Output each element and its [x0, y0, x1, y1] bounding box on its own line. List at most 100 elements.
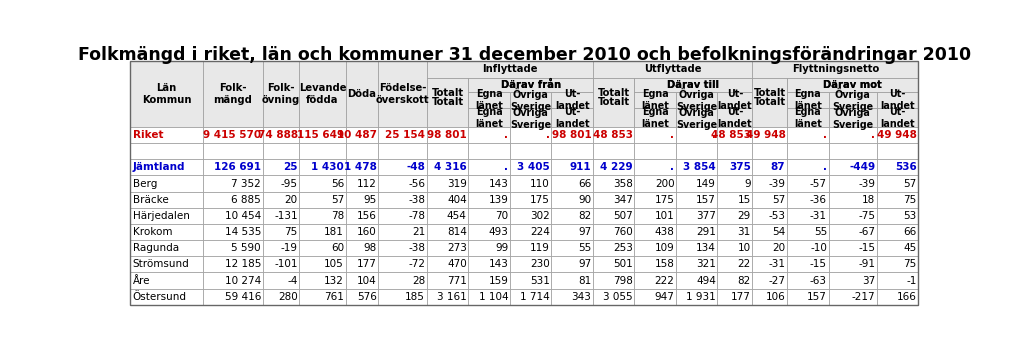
Text: 5 590: 5 590: [231, 243, 261, 253]
Bar: [427, 256, 469, 272]
Bar: [634, 208, 676, 224]
Text: 156: 156: [357, 211, 376, 221]
Bar: [300, 175, 346, 191]
Bar: [752, 224, 787, 240]
Text: 377: 377: [696, 211, 716, 221]
Bar: [551, 191, 593, 208]
Bar: [829, 108, 877, 127]
Text: Folk-
övning: Folk- övning: [262, 83, 300, 105]
Text: -27: -27: [768, 276, 786, 285]
Bar: [130, 240, 203, 256]
Bar: [379, 191, 427, 208]
Bar: [787, 159, 829, 175]
Bar: [593, 272, 634, 289]
Text: Ragunda: Ragunda: [133, 243, 179, 253]
Bar: [717, 240, 752, 256]
Bar: [717, 108, 752, 127]
Bar: [130, 143, 203, 159]
Text: 115 641: 115 641: [297, 130, 344, 140]
Text: 175: 175: [655, 195, 674, 205]
Bar: [593, 78, 634, 127]
Text: 319: 319: [447, 178, 466, 189]
Bar: [787, 92, 829, 108]
Bar: [787, 289, 829, 305]
Text: -31: -31: [768, 259, 786, 269]
Bar: [829, 256, 877, 272]
Bar: [676, 108, 717, 127]
Text: 347: 347: [613, 195, 633, 205]
Bar: [787, 175, 829, 191]
Text: Totalt: Totalt: [432, 88, 463, 98]
Bar: [752, 256, 787, 272]
Bar: [469, 208, 509, 224]
Bar: [509, 224, 551, 240]
Text: 110: 110: [530, 178, 549, 189]
Text: 438: 438: [655, 227, 674, 237]
Bar: [346, 159, 379, 175]
Text: 185: 185: [405, 292, 426, 302]
Text: .: .: [822, 130, 827, 140]
Bar: [551, 92, 593, 108]
Bar: [551, 240, 593, 256]
Text: 49 948: 49 948: [877, 130, 917, 140]
Bar: [676, 191, 717, 208]
Text: 230: 230: [530, 259, 549, 269]
Bar: [300, 224, 346, 240]
Bar: [469, 289, 509, 305]
Text: -38: -38: [408, 195, 426, 205]
Bar: [877, 289, 919, 305]
Text: 25: 25: [283, 162, 298, 172]
Bar: [263, 272, 300, 289]
Text: 139: 139: [488, 195, 508, 205]
Bar: [427, 224, 469, 240]
Bar: [346, 175, 379, 191]
Text: 56: 56: [330, 178, 344, 189]
Text: -15: -15: [810, 259, 827, 269]
Text: 507: 507: [613, 211, 633, 221]
Bar: [676, 127, 717, 143]
Text: 4 316: 4 316: [434, 162, 466, 172]
Text: 375: 375: [728, 162, 751, 172]
Text: Döda: Döda: [348, 89, 376, 99]
Bar: [829, 289, 877, 305]
Bar: [346, 224, 379, 240]
Bar: [787, 224, 829, 240]
Text: 98 801: 98 801: [427, 130, 466, 140]
Bar: [717, 108, 752, 127]
Text: Egna
länet: Egna länet: [794, 89, 821, 111]
Text: 78: 78: [330, 211, 344, 221]
Bar: [752, 191, 787, 208]
Bar: [551, 289, 593, 305]
Bar: [130, 159, 203, 175]
Bar: [469, 256, 509, 272]
Text: -36: -36: [810, 195, 827, 205]
Bar: [551, 108, 593, 127]
Text: 494: 494: [696, 276, 716, 285]
Bar: [263, 256, 300, 272]
Text: 70: 70: [495, 211, 508, 221]
Text: 760: 760: [613, 227, 633, 237]
Bar: [203, 61, 263, 127]
Bar: [551, 256, 593, 272]
Bar: [263, 240, 300, 256]
Bar: [634, 191, 676, 208]
Bar: [634, 224, 676, 240]
Text: 132: 132: [324, 276, 344, 285]
Text: 947: 947: [655, 292, 674, 302]
Text: Egna
länet: Egna länet: [641, 89, 669, 111]
Bar: [877, 159, 919, 175]
Bar: [509, 191, 551, 208]
Text: -72: -72: [408, 259, 426, 269]
Text: -57: -57: [810, 178, 827, 189]
Text: Åre: Åre: [133, 276, 150, 285]
Bar: [469, 191, 509, 208]
Text: 119: 119: [530, 243, 549, 253]
Bar: [676, 208, 717, 224]
Bar: [469, 224, 509, 240]
Bar: [787, 240, 829, 256]
Text: 157: 157: [696, 195, 716, 205]
Bar: [634, 256, 676, 272]
Text: 181: 181: [324, 227, 344, 237]
Text: -4: -4: [287, 276, 298, 285]
Text: 761: 761: [324, 292, 344, 302]
